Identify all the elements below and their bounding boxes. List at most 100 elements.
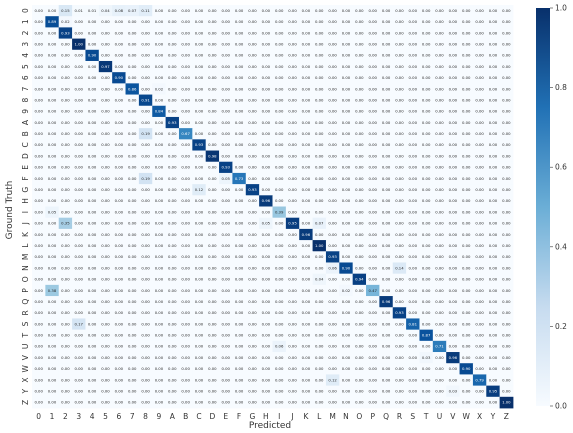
cell-value-label: 0.00 — [262, 299, 271, 304]
cell-value-label: 0.00 — [128, 389, 137, 394]
cell-value-label: 0.00 — [449, 265, 458, 270]
heatmap-cell — [259, 27, 273, 39]
heatmap-cell — [165, 105, 180, 118]
heatmap-cell — [32, 396, 46, 409]
heatmap-cell — [285, 318, 300, 331]
cell-value-label: 0.00 — [155, 344, 164, 349]
heatmap-cell — [366, 228, 380, 241]
heatmap-cell — [152, 251, 167, 263]
cell-value-label: 0.00 — [128, 333, 137, 338]
heatmap-cell — [339, 340, 354, 353]
heatmap-cell — [406, 307, 420, 319]
heatmap-cell — [392, 128, 407, 140]
heatmap-cell — [419, 318, 434, 331]
heatmap-cell — [245, 296, 260, 308]
cell-value-label: 0.00 — [449, 153, 458, 158]
cell-value-label: 0.00 — [115, 142, 124, 147]
cell-value-label: 0.00 — [208, 198, 217, 203]
cell-value-label: 0.00 — [409, 131, 418, 136]
cell-value-label: 0.00 — [328, 243, 337, 248]
heatmap-cell — [138, 273, 153, 286]
heatmap-cell — [165, 60, 180, 73]
heatmap-cell — [352, 284, 367, 297]
heatmap-cell — [392, 240, 407, 252]
x-tick-label: F — [237, 412, 241, 421]
cell-value-label: 0.00 — [181, 176, 190, 181]
heatmap-cell — [379, 16, 394, 28]
heatmap-cell — [138, 396, 153, 409]
y-tick-label: 9 — [21, 109, 30, 114]
heatmap-cell — [85, 352, 100, 364]
heatmap-cell — [72, 184, 86, 196]
cell-value-label: 0.00 — [208, 165, 217, 170]
heatmap-cell — [446, 161, 460, 174]
cell-value-label: 0.00 — [128, 254, 137, 259]
cell-value-label: 0.00 — [181, 232, 190, 237]
heatmap-cell — [192, 396, 207, 409]
heatmap-cell — [32, 172, 46, 185]
cell-value-label: 0.00 — [141, 19, 150, 24]
heatmap-cell — [98, 60, 113, 73]
cell-value-label: 0.00 — [168, 232, 177, 237]
cell-value-label: 0.00 — [462, 209, 471, 214]
cell-value-label: 0.00 — [75, 187, 84, 192]
cell-value-label: 0.00 — [489, 299, 498, 304]
heatmap-cell — [205, 60, 220, 73]
heatmap-cell — [459, 273, 474, 286]
heatmap-cell — [245, 72, 260, 84]
cell-value-label: 0.00 — [475, 75, 484, 80]
cell-value-label: 0.00 — [368, 176, 377, 181]
cell-value-label: 0.00 — [328, 310, 337, 315]
heatmap-cell — [406, 251, 420, 263]
heatmap-cell — [272, 172, 287, 185]
cell-value-label: 0.00 — [128, 198, 137, 203]
heatmap-cell — [486, 184, 501, 196]
cell-value-label: 0.00 — [222, 209, 231, 214]
heatmap-cell — [192, 116, 207, 129]
cell-value-label: 0.00 — [328, 232, 337, 237]
cell-value-label: 0.00 — [181, 198, 190, 203]
heatmap-cell — [165, 116, 180, 129]
cell-value-label: 0.00 — [382, 142, 391, 147]
cell-value-label: 0.00 — [409, 109, 418, 114]
cell-value-label: 0.00 — [75, 86, 84, 91]
cell-value-label: 0.00 — [88, 243, 97, 248]
heatmap-cell — [192, 195, 207, 207]
cell-value-label: 0.00 — [462, 53, 471, 58]
cell-value-label: 0.00 — [208, 310, 217, 315]
heatmap-cell — [58, 128, 73, 140]
cell-value-label: 0.00 — [34, 377, 43, 382]
heatmap-cell — [419, 352, 434, 364]
cell-value-label: 0.00 — [449, 400, 458, 405]
cell-value-label: 0.00 — [61, 64, 70, 69]
heatmap-cell — [98, 340, 113, 353]
cell-value-label: 0.00 — [288, 254, 297, 259]
cell-value-label: 0.00 — [489, 209, 498, 214]
heatmap-cell — [459, 105, 474, 118]
heatmap-cell — [72, 38, 86, 51]
cell-value-label: 0.00 — [422, 142, 431, 147]
cell-value-label: 0.00 — [449, 53, 458, 58]
heatmap-cell — [219, 27, 233, 39]
heatmap-cell — [98, 262, 113, 275]
heatmap-cell — [259, 94, 273, 107]
cell-value-label: 0.14 — [395, 265, 404, 270]
heatmap-cell — [32, 206, 46, 219]
cell-value-label: 0.00 — [34, 344, 43, 349]
cell-value-label: 0.00 — [262, 288, 271, 293]
cell-value-label: 0.00 — [422, 53, 431, 58]
cell-value-label: 0.00 — [275, 97, 284, 102]
cell-value-label: 0.00 — [195, 355, 204, 360]
cell-value-label: 0.00 — [342, 277, 351, 282]
heatmap-cell — [192, 49, 207, 62]
cell-value-label: 0.00 — [315, 299, 324, 304]
cell-value-label: 0.00 — [222, 131, 231, 136]
cell-value-label: 0.00 — [355, 400, 364, 405]
heatmap-cell — [352, 385, 367, 398]
cell-value-label: 0.00 — [449, 254, 458, 259]
heatmap-cell — [219, 363, 233, 375]
heatmap-cell — [312, 60, 327, 73]
cell-value-label: 0.00 — [141, 165, 150, 170]
heatmap-cell — [178, 72, 193, 84]
colorbar-tick-label: 1.0 — [555, 4, 567, 13]
